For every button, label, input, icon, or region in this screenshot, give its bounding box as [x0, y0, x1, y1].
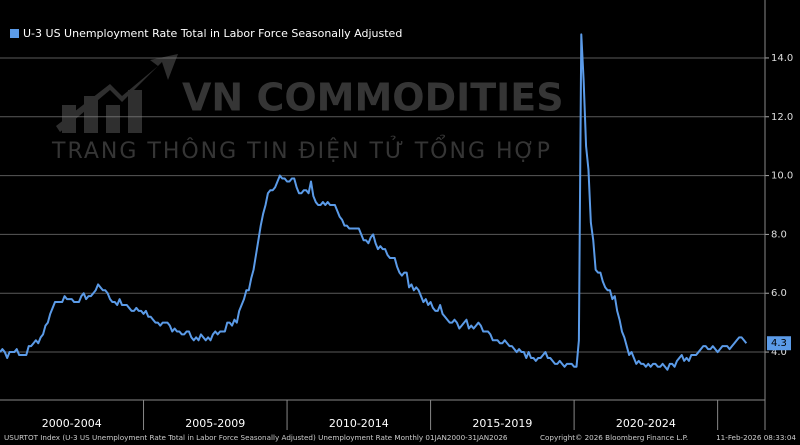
- watermark-logo: [128, 90, 142, 133]
- watermark-logo: [84, 96, 98, 133]
- x-tick-label: 2015-2019: [472, 417, 532, 430]
- x-tick-label: 2000-2004: [42, 417, 102, 430]
- y-tick-label: 12.0: [771, 112, 793, 123]
- y-tick-label: 8.0: [771, 229, 787, 240]
- watermark-logo: [62, 105, 76, 133]
- legend-swatch: [10, 29, 19, 38]
- timestamp: 11-Feb-2026 08:33:04: [716, 433, 796, 442]
- y-tick-label: 4.0: [771, 347, 787, 358]
- grid: [0, 57, 765, 353]
- watermark: VN COMMODITIES TRANG THÔNG TIN ĐIỆN TỬ T…: [51, 54, 564, 164]
- legend: [6, 24, 386, 44]
- last-value-tag: [767, 336, 791, 351]
- watermark-brand: VN COMMODITIES: [182, 76, 564, 120]
- y-tick-label: 14.0: [771, 53, 793, 64]
- watermark-tagline: TRANG THÔNG TIN ĐIỆN TỬ TỔNG HỢP: [51, 135, 552, 164]
- y-tick-label: 10.0: [771, 171, 793, 182]
- y-tick-label: 6.0: [771, 288, 787, 299]
- x-tick-label: 2020-2024: [616, 417, 676, 430]
- x-tick-label: 2005-2009: [185, 417, 245, 430]
- watermark-logo: [56, 54, 178, 132]
- copyright: Copyright© 2026 Bloomberg Finance L.P.: [540, 433, 688, 442]
- x-tick-label: 2010-2014: [329, 417, 389, 430]
- last-value-label: 4.3: [771, 338, 787, 349]
- footer: USURTOT Index (U-3 US Unemployment Rate …: [4, 433, 508, 442]
- watermark-logo: [106, 105, 120, 133]
- legend-label: U-3 US Unemployment Rate Total in Labor …: [23, 27, 402, 40]
- series-line: [0, 33, 748, 371]
